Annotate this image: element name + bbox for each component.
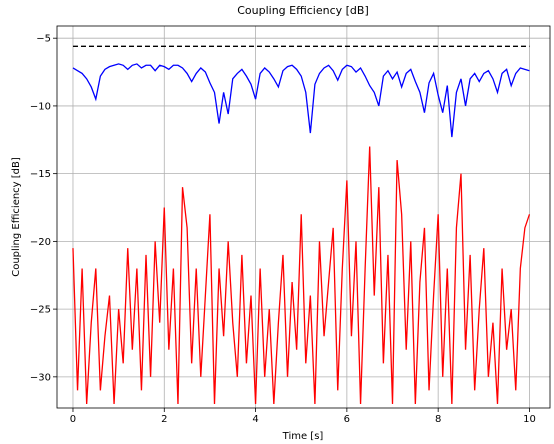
- data-line: [72, 146, 531, 404]
- chart-title: Coupling Efficiency [dB]: [237, 4, 369, 17]
- x-axis-label: Time [s]: [282, 431, 324, 442]
- x-tick-label: 6: [344, 414, 350, 425]
- y-tick-label: −20: [30, 237, 51, 248]
- y-tick-label: −25: [30, 305, 51, 316]
- plot-frame: [56, 25, 551, 409]
- y-tick-label: −10: [30, 101, 51, 112]
- y-tick-label: −30: [30, 372, 51, 383]
- x-tick-label: 0: [70, 414, 76, 425]
- x-tick-label: 2: [161, 414, 167, 425]
- x-tick-label: 10: [523, 414, 536, 425]
- data-line: [72, 63, 530, 138]
- x-tick-label: 8: [435, 414, 441, 425]
- x-tick-label: 4: [252, 414, 258, 425]
- y-tick-label: −15: [30, 169, 51, 180]
- y-axis-label: Coupling Efficiency [dB]: [11, 157, 22, 277]
- y-tick-label: −5: [36, 34, 51, 45]
